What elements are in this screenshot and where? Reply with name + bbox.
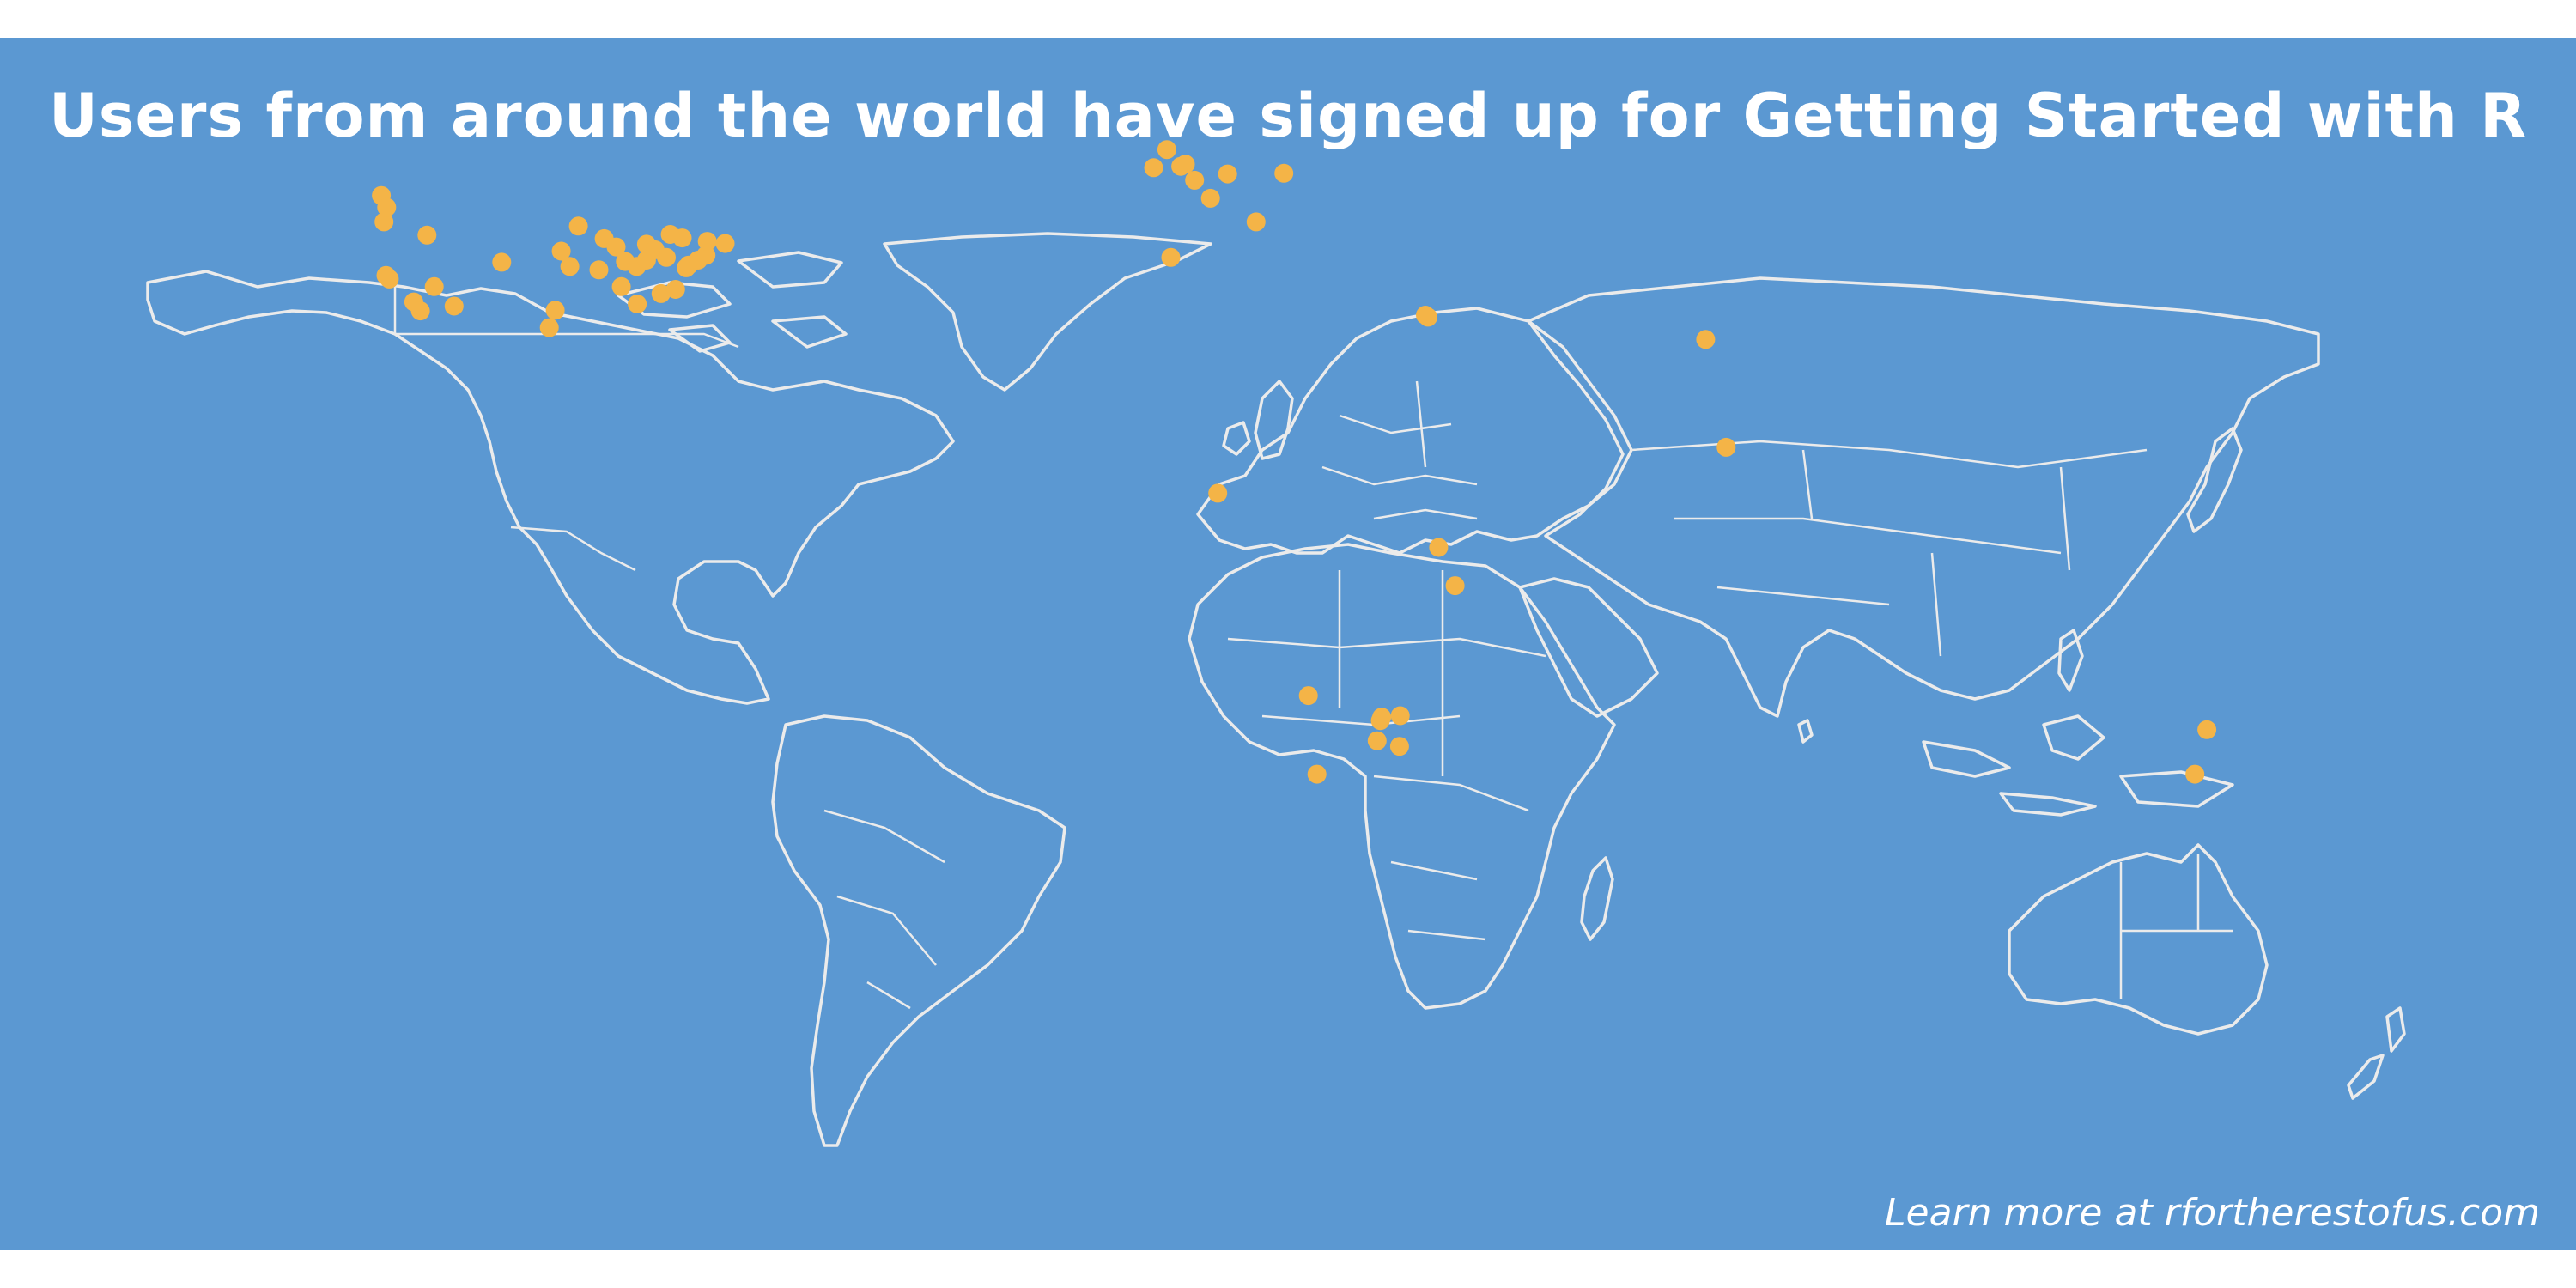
signup-point-4 [417, 225, 437, 245]
signup-point-62 [2185, 764, 2205, 784]
map-panel: Users from around the world have signed … [0, 38, 2576, 1250]
signup-point-52 [1208, 483, 1228, 503]
signup-point-34 [697, 232, 717, 252]
arctic-islands-outline [617, 251, 848, 353]
signup-point-38 [1144, 158, 1163, 178]
signup-point-28 [657, 247, 676, 267]
signup-point-37 [660, 225, 680, 244]
southeast-asia-islands-outline [1922, 629, 2234, 817]
signup-point-47 [1161, 247, 1181, 267]
signup-point-50 [1696, 330, 1716, 349]
signup-point-55 [1298, 686, 1318, 706]
australia-borders [2119, 854, 2233, 999]
madagascar-outline [1580, 856, 1614, 941]
signup-point-9 [424, 276, 444, 296]
signup-point-44 [1200, 188, 1220, 208]
signup-points [372, 140, 2217, 784]
signup-point-58 [1372, 708, 1392, 727]
us-canada-border [395, 332, 739, 349]
signup-point-19 [606, 237, 626, 257]
signup-point-2 [374, 212, 394, 232]
australia-outline [2008, 843, 2269, 1036]
signup-point-10 [444, 296, 464, 316]
signup-point-39 [1157, 140, 1176, 160]
signup-point-61 [1389, 737, 1409, 756]
signup-point-27 [651, 283, 671, 303]
japan-outline [2186, 427, 2243, 533]
signup-point-63 [2197, 720, 2217, 739]
north-america-outline [146, 270, 955, 705]
signup-point-22 [628, 295, 647, 313]
south-america-outline [771, 714, 1066, 1147]
land-outlines [146, 232, 2406, 1147]
africa-outline [1188, 543, 1616, 1010]
sri-lanka-outline [1797, 719, 1814, 744]
signup-point-21 [611, 276, 631, 296]
signup-point-11 [492, 252, 512, 272]
signup-point-14 [551, 241, 571, 261]
signup-point-43 [1218, 164, 1237, 184]
signup-point-60 [1367, 731, 1387, 750]
signup-point-13 [545, 301, 565, 320]
map-title: Users from around the world have signed … [48, 81, 2528, 151]
new-zealand-outline [2347, 1006, 2406, 1100]
signup-point-45 [1274, 163, 1294, 183]
asia-outline [1527, 276, 2320, 718]
europe-borders [1321, 380, 1478, 520]
asia-borders [1631, 440, 2148, 657]
africa-borders [1227, 570, 1546, 941]
signup-point-33 [696, 246, 716, 265]
signup-point-3 [377, 197, 397, 217]
world-map [146, 140, 2406, 1147]
signup-point-35 [715, 234, 735, 253]
signup-point-16 [560, 257, 580, 276]
signup-point-15 [568, 216, 588, 236]
signup-point-53 [1429, 538, 1449, 557]
signup-point-51 [1716, 437, 1736, 457]
greenland-outline [883, 232, 1212, 392]
us-mexico-border [510, 526, 636, 572]
footer-link-text: Learn more at rfortherestofus.com [1885, 1191, 2540, 1235]
south-america-borders [823, 809, 945, 1010]
signup-point-42 [1185, 170, 1205, 190]
signup-point-46 [1246, 212, 1266, 232]
signup-point-12 [539, 318, 559, 337]
arabian-peninsula-outline [1518, 577, 1659, 718]
signup-point-59 [1390, 706, 1410, 726]
europe-outline [1196, 307, 1633, 555]
signup-point-41 [1176, 155, 1195, 174]
signup-point-29 [665, 280, 685, 299]
signup-point-8 [410, 301, 430, 321]
signup-point-6 [380, 269, 399, 289]
signup-point-17 [589, 260, 609, 280]
signup-point-49 [1419, 307, 1437, 327]
country-borders [393, 287, 2233, 1010]
signup-point-54 [1445, 576, 1465, 596]
uk-ireland-outline [1222, 380, 1294, 460]
signup-point-56 [1307, 764, 1327, 784]
